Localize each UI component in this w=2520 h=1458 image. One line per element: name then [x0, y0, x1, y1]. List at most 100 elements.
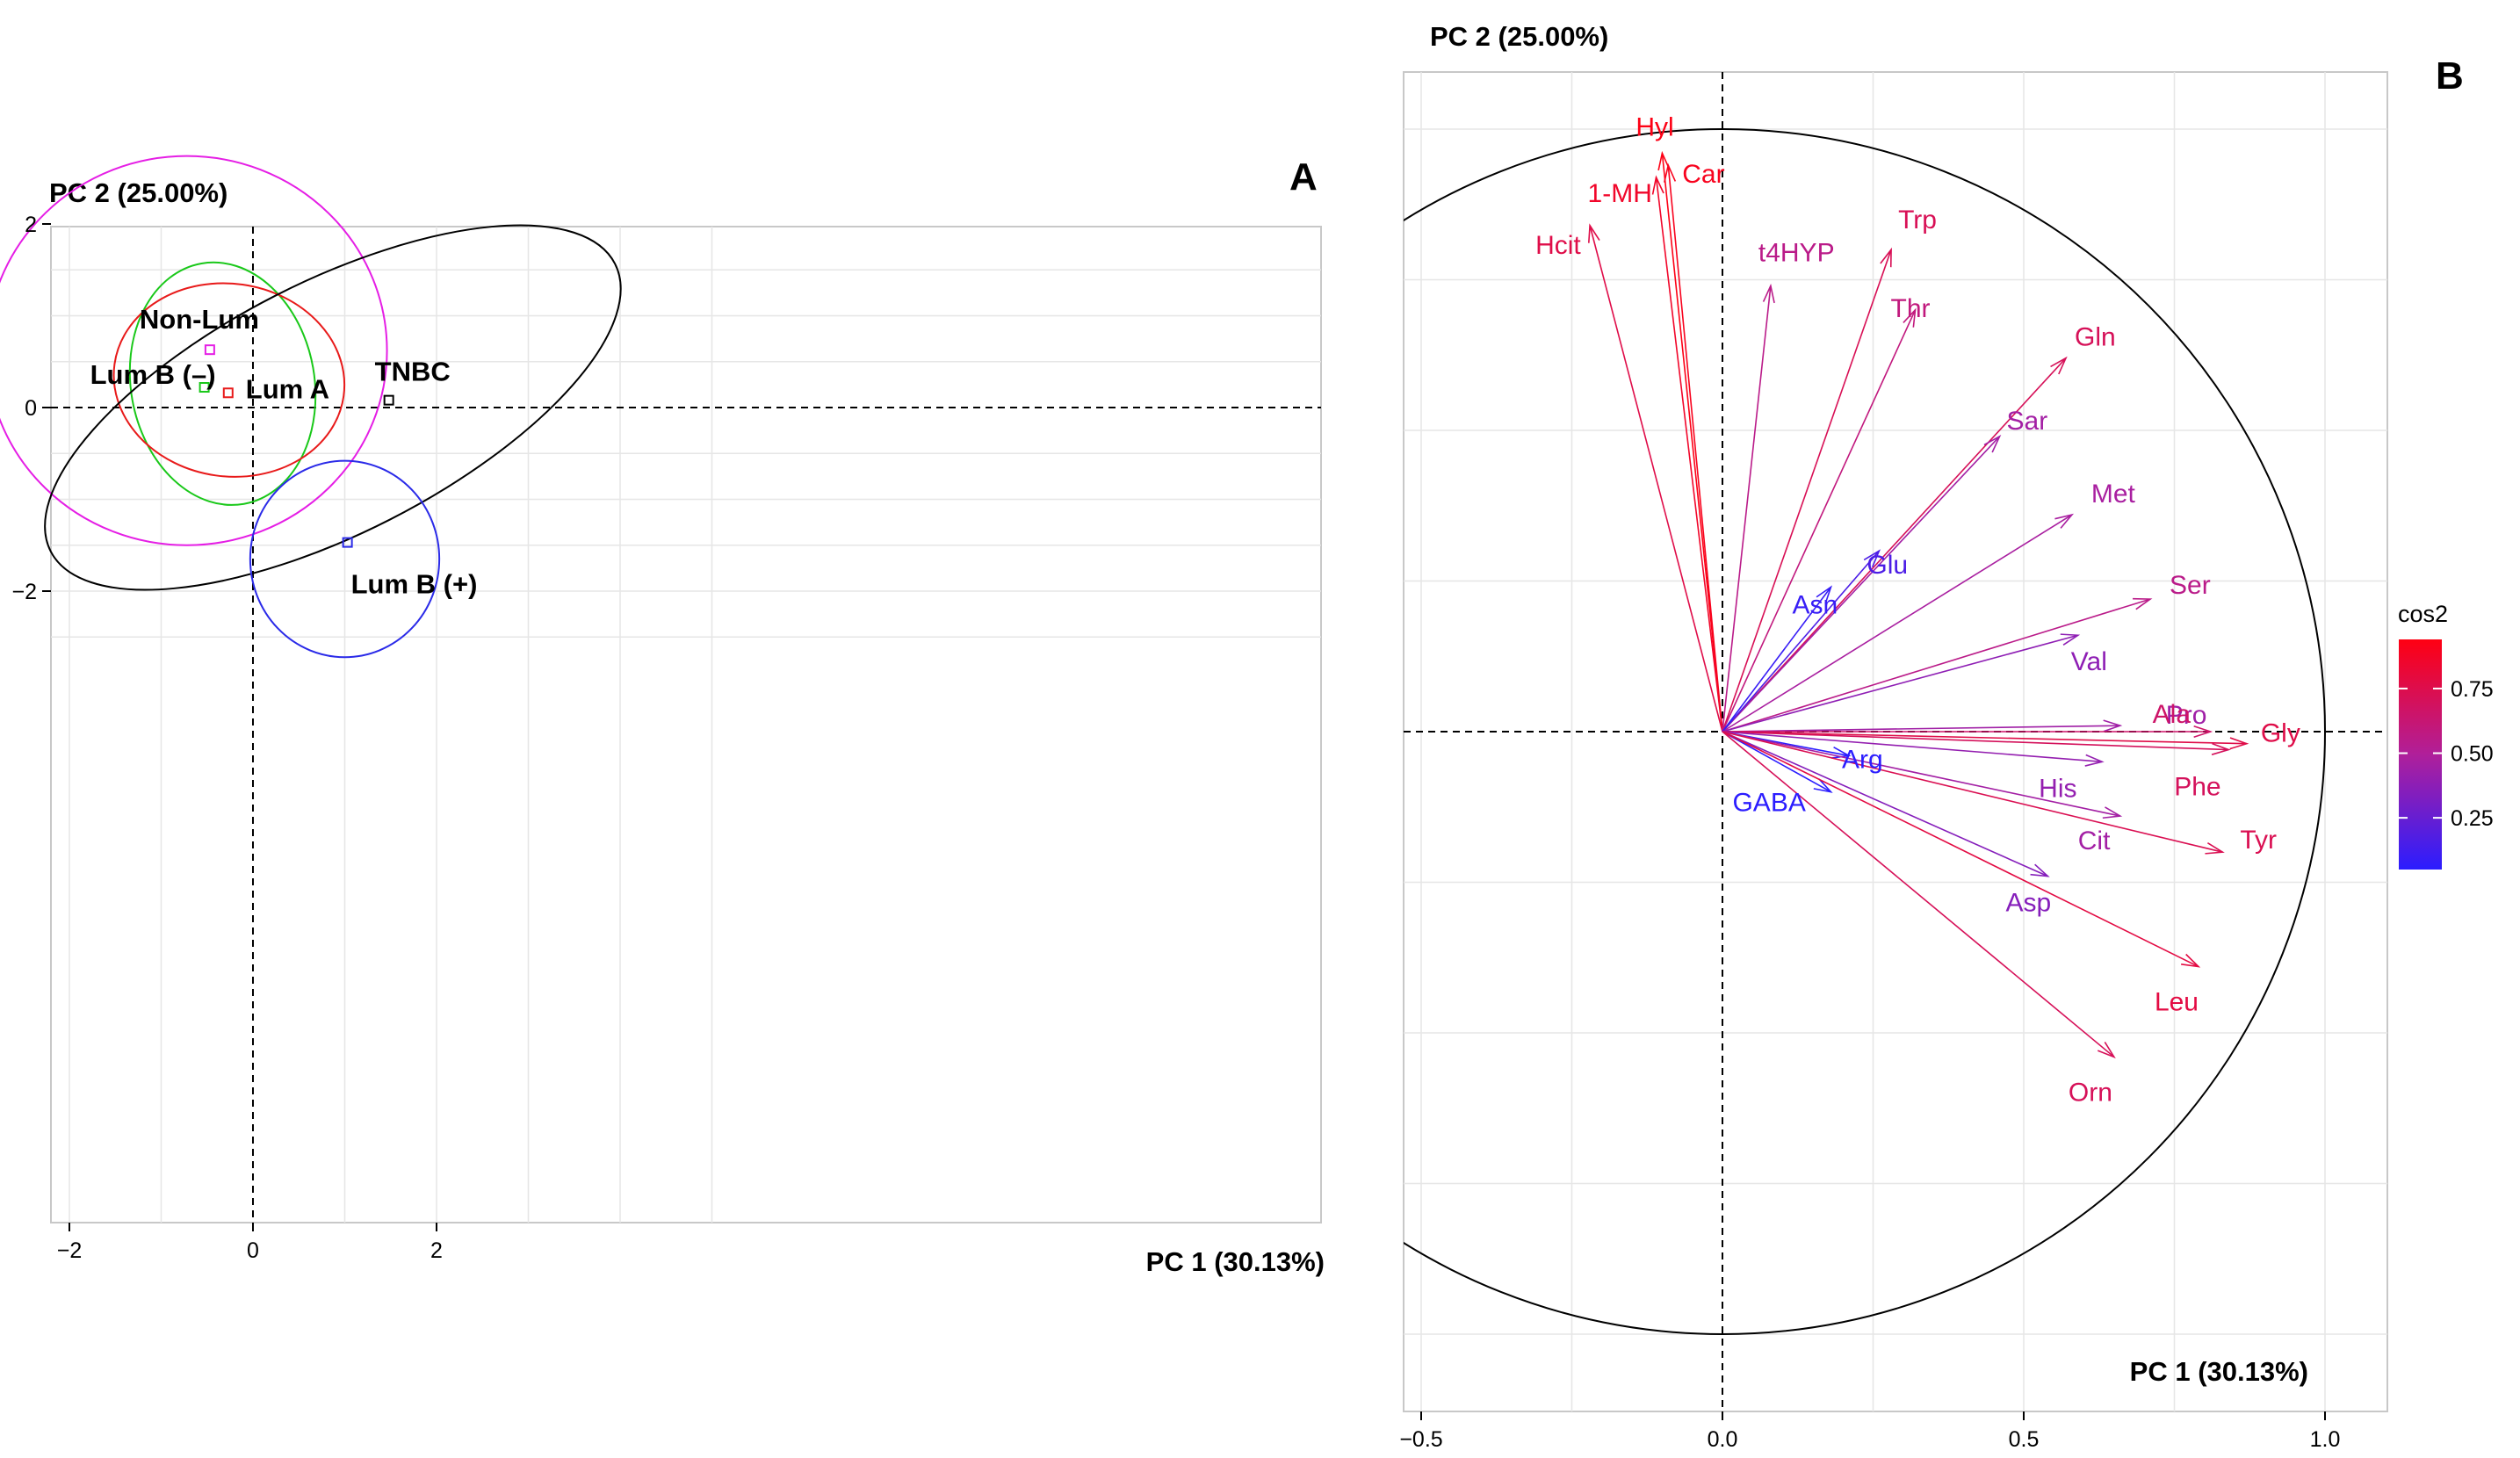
arrow-shaft-leu: [1722, 731, 2199, 968]
arrow-head-asn: [1816, 585, 1833, 604]
arrow-his: [1722, 731, 2105, 767]
arrow-head-thr: [1903, 307, 1917, 328]
arrow-t4hyp: [1722, 283, 1775, 733]
panel-a-ytick-label: −2: [11, 580, 37, 604]
variable-label-hcit: Hcit: [1535, 231, 1581, 260]
variable-label-1-mh: 1-MH: [1588, 179, 1652, 208]
legend-tick-label: 0.50: [2451, 742, 2494, 767]
centroid-non-lum: [204, 344, 215, 356]
arrow-shaft-glu: [1722, 550, 1880, 733]
arrow-ser: [1722, 597, 2153, 733]
arrow-shaft-val: [1722, 634, 2078, 733]
panel-b-clip: [1404, 128, 2326, 1335]
arrow-head-gaba: [1813, 778, 1833, 793]
panel-b-letter: B: [2436, 54, 2464, 97]
arrow-shaft-asp: [1722, 731, 2048, 877]
centroid-lum-a: [222, 387, 234, 399]
arrow-orn: [1722, 731, 2116, 1059]
variable-label-gly: Gly: [2261, 719, 2300, 748]
group-label-lum-b: Lum B (+): [351, 569, 478, 600]
arrow-shaft-gaba: [1722, 731, 1831, 793]
variable-label-sar: Sar: [2007, 407, 2048, 436]
panel-b-xtick-label: −0.5: [1399, 1427, 1442, 1452]
arrow-hyl: [1657, 150, 1723, 733]
cos2-legend: cos2 0.75 0.50 0.25: [2398, 601, 2494, 870]
panel-a-xlabel: PC 1 (30.13%): [1146, 1246, 1325, 1277]
arrow-leu: [1722, 731, 2201, 968]
arrow-sar: [1722, 435, 2002, 733]
variable-label-val: Val: [2071, 647, 2107, 676]
variable-label-arg: Arg: [1842, 745, 1883, 774]
ellipse-tnbc: [44, 224, 622, 591]
group-label-tnbc: TNBC: [375, 357, 451, 387]
arrow-trp: [1722, 247, 1892, 733]
panel-a-points: [199, 344, 394, 548]
arrow-gly: [1722, 731, 2249, 750]
arrow-shaft-pro: [1722, 725, 2120, 733]
variable-label-pro: Pro: [2166, 701, 2207, 730]
arrow-gaba: [1722, 731, 1833, 793]
variable-label-asn: Asn: [1792, 590, 1838, 619]
arrow-head-trp: [1880, 247, 1892, 268]
unit-circle: [1404, 128, 2326, 1335]
legend-tick-label: 0.75: [2451, 677, 2494, 702]
panel-b-arrows: [1588, 150, 2249, 1059]
variable-label-leu: Leu: [2155, 988, 2199, 1017]
arrow-shaft-hyl: [1661, 153, 1723, 733]
variable-label-thr: Thr: [1891, 294, 1931, 323]
arrow-thr: [1722, 307, 1917, 733]
arrow-glu: [1722, 549, 1881, 733]
ellipse-lum-b: [128, 261, 317, 506]
panel-a-zero-lines: [51, 227, 1321, 1223]
ellipse-lum-a: [112, 282, 346, 478]
group-label-lum-a: Lum A: [246, 373, 329, 404]
arrow-head-orn: [2097, 1042, 2116, 1059]
centroid-lum-b: [199, 382, 210, 393]
variable-label-his: His: [2039, 774, 2076, 803]
arrow-shaft-hcit: [1589, 225, 1723, 733]
panel-a-letter: A: [1289, 155, 1318, 198]
arrow-shaft-cit: [1722, 731, 2120, 817]
arrow-shaft-gly: [1722, 731, 2247, 745]
variable-label-ser: Ser: [2170, 571, 2211, 600]
arrow-head-ser: [2133, 597, 2153, 610]
panel-a-ticks: −2 0 2 −2 0 2: [11, 213, 442, 1263]
arrow-head-t4hyp: [1762, 283, 1775, 304]
group-label-non-lum: Non-Lum: [140, 304, 259, 335]
arrow-head-gly: [2229, 737, 2249, 750]
arrow-head-asp: [2030, 863, 2050, 877]
variable-label-ala: Ala: [2153, 700, 2191, 729]
arrow-head-glu: [1863, 549, 1881, 567]
panel-a-xtick-label: −2: [57, 1238, 83, 1263]
group-label-lum-b: Lum B (–): [90, 359, 216, 390]
centroid-tnbc: [383, 394, 394, 406]
arrow-val: [1722, 633, 2081, 733]
arrow-1-mh: [1651, 175, 1723, 733]
arrow-shaft-sar: [1722, 436, 2001, 733]
variable-label-gln: Gln: [2075, 323, 2116, 352]
arrow-shaft-ser: [1722, 598, 2151, 733]
arrow-head-met: [2054, 513, 2075, 529]
variable-label-cit: Cit: [2078, 826, 2111, 855]
arrow-head-arg: [1831, 747, 1852, 759]
arrow-head-sar: [1983, 435, 2002, 453]
panel-a-ytick-label: 0: [25, 396, 37, 421]
arrow-tyr: [1722, 731, 2225, 855]
arrow-head-1-mh: [1651, 175, 1664, 195]
arrow-shaft-phe: [1722, 731, 2229, 751]
arrow-head-ala: [2193, 725, 2213, 739]
arrow-head-hyl: [1657, 150, 1671, 171]
arrow-head-gln: [2050, 356, 2068, 375]
ellipse-lum-b: [249, 459, 441, 659]
arrow-shaft-trp: [1722, 249, 1892, 733]
arrow-shaft-met: [1722, 514, 2073, 733]
panel-a-xtick-label: 2: [430, 1238, 443, 1263]
panel-b-ticks: −0.5 0.0 0.5 1.0: [1399, 1411, 2340, 1452]
arrow-ala: [1722, 725, 2213, 739]
panel-a-ylabel: PC 2 (25.00%): [49, 177, 227, 208]
panel-a-plot-border: [50, 226, 1322, 1223]
arrow-head-leu: [2181, 953, 2201, 968]
